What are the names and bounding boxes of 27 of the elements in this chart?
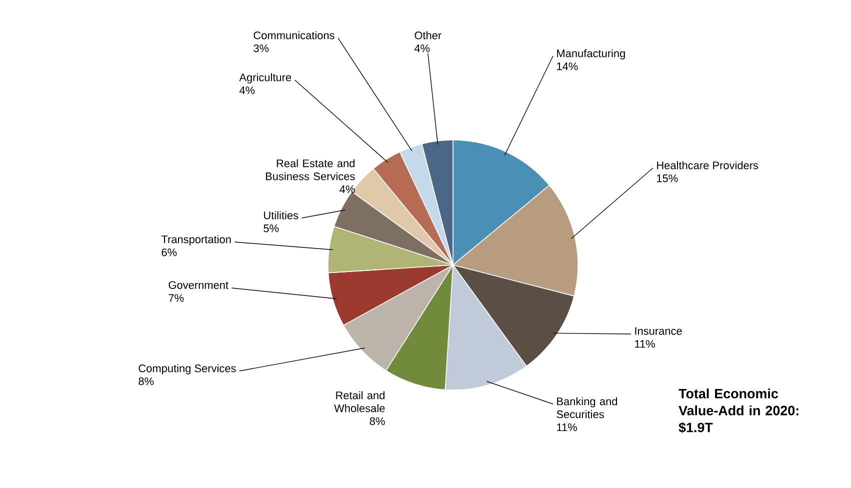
slice-label: Retail and Wholesale [334,391,385,412]
slice-label: Computing Services [138,364,236,374]
slice-label: Banking and Securities [556,397,618,418]
slice-label: Manufacturing [557,49,625,60]
text: Total Economic Value-Add in 2020: $1.9T [678,388,798,434]
slice-label: Insurance [635,327,682,335]
slice-label: Agriculture [239,73,292,84]
slice-label: Other [414,31,442,40]
slice-label: Healthcare Providers [657,161,758,170]
data-label: 14% [557,62,578,70]
data-label: 6% [162,248,177,256]
data-label: 4% [340,185,355,194]
data-label: 8% [138,377,154,386]
data-label: 3% [254,44,269,52]
slice-label: Real Estate and Business Services [266,159,355,180]
data-label: 5% [264,224,279,232]
data-label: 11% [635,340,655,348]
data-label: 4% [239,86,255,94]
slice-label: Government [168,281,228,289]
slice-label: Communications [254,31,334,40]
data-label: 8% [370,417,385,426]
data-label: 7% [168,294,184,302]
data-label: 11% [557,423,577,432]
data-label: 15% [657,174,678,182]
slice-label: Utilities [264,211,298,220]
slice-label: Transportation [161,235,231,246]
data-label: 4% [414,44,430,52]
